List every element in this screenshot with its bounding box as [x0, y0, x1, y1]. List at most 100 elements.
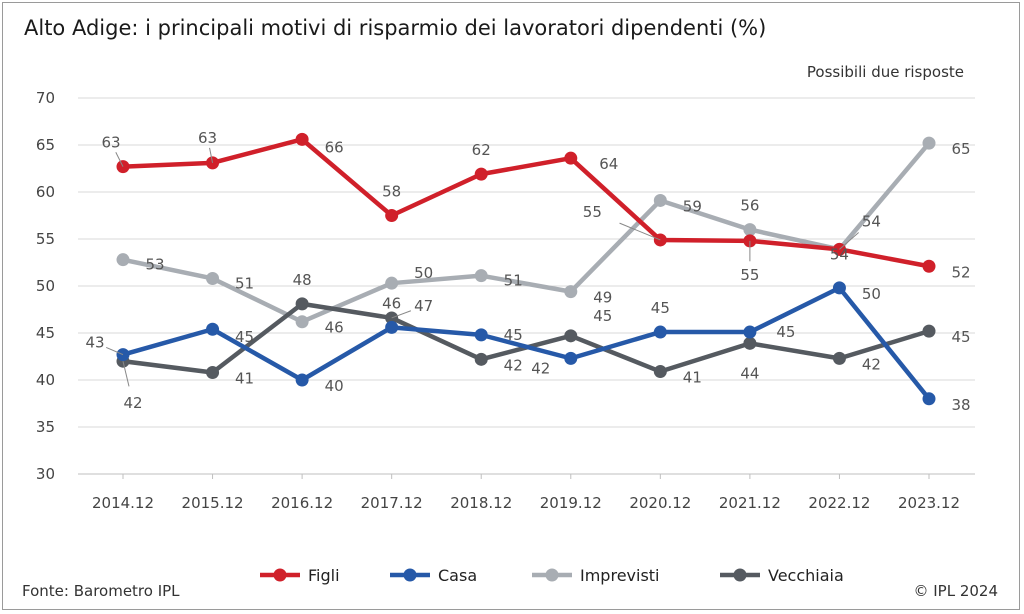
data-point-imprevisti	[743, 223, 757, 237]
data-label-figli: 55	[740, 266, 759, 284]
y-tick-label: 65	[36, 136, 55, 154]
data-label-figli: 63	[101, 134, 120, 152]
data-label-vecchiaia: 44	[740, 364, 759, 382]
data-point-imprevisti	[564, 285, 578, 299]
data-label-figli: 54	[830, 245, 849, 263]
data-point-vecchiaia	[832, 351, 846, 365]
data-label-imprevisti: 49	[593, 289, 612, 307]
data-label-casa: 38	[951, 396, 970, 414]
data-label-casa: 46	[382, 294, 401, 312]
y-tick-label: 70	[36, 89, 55, 107]
series-points	[116, 132, 936, 406]
data-label-figli: 55	[583, 203, 602, 221]
data-label-figli: 66	[325, 138, 344, 156]
data-point-casa	[922, 392, 936, 406]
data-label-vecchiaia: 42	[123, 394, 142, 412]
data-point-figli	[295, 132, 309, 146]
legend-item-casa: Casa	[388, 562, 477, 588]
data-point-casa	[206, 322, 220, 336]
data-label-vecchiaia: 42	[862, 355, 881, 373]
data-label-casa: 50	[862, 285, 881, 303]
data-point-casa	[743, 325, 757, 339]
data-label-figli: 58	[382, 183, 401, 201]
data-point-casa	[653, 325, 667, 339]
legend-swatch	[720, 568, 760, 582]
series-line-figli	[120, 137, 932, 269]
x-tick-label: 2021.12	[719, 494, 781, 512]
x-tick-label: 2019.12	[540, 494, 602, 512]
data-label-casa: 45	[235, 328, 254, 346]
data-label-figli: 52	[951, 263, 970, 281]
data-label-vecchiaia: 41	[683, 369, 702, 387]
data-point-imprevisti	[116, 253, 130, 267]
y-tick-label: 45	[36, 324, 55, 342]
x-tick-label: 2016.12	[271, 494, 333, 512]
data-label-imprevisti: 54	[862, 212, 881, 230]
data-label-vecchiaia: 41	[235, 369, 254, 387]
x-tick-label: 2020.12	[629, 494, 691, 512]
legend-label: Imprevisti	[580, 565, 660, 585]
x-tick-label: 2022.12	[808, 494, 870, 512]
data-label-imprevisti: 51	[235, 274, 254, 292]
y-tick-label: 40	[36, 371, 55, 389]
leader-line	[115, 151, 124, 167]
legend-swatch	[260, 568, 300, 582]
y-tick-label: 35	[36, 418, 55, 436]
data-label-imprevisti: 59	[683, 197, 702, 215]
data-point-casa	[295, 373, 309, 387]
x-tick-label: 2015.12	[182, 494, 244, 512]
data-label-figli: 62	[472, 141, 491, 159]
legend-label: Vecchiaia	[768, 565, 844, 585]
data-point-casa	[564, 351, 578, 365]
chart-subtitle: Possibili due risposte	[806, 63, 964, 81]
data-label-casa: 42	[531, 359, 550, 377]
legend-item-figli: Figli	[258, 562, 340, 588]
data-label-casa: 40	[325, 377, 344, 395]
data-point-imprevisti	[653, 193, 667, 207]
data-labels: 63 63 66 58 62 64 55 55 54 52 43 45 40 46 45 42 45 45 50 38…	[85, 129, 970, 414]
data-label-vecchiaia: 48	[293, 271, 312, 289]
data-point-figli	[564, 151, 578, 165]
data-label-imprevisti: 46	[325, 319, 344, 337]
data-point-casa	[474, 328, 488, 342]
leader-line	[391, 310, 412, 319]
y-tick-label: 50	[36, 277, 55, 295]
data-label-vecchiaia: 42	[504, 356, 523, 374]
data-point-imprevisti	[385, 276, 399, 290]
x-tick-label: 2017.12	[361, 494, 423, 512]
data-label-casa: 45	[651, 299, 670, 317]
leader-line	[619, 222, 661, 241]
y-tick-label: 30	[36, 465, 55, 483]
legend-swatch	[390, 568, 430, 582]
copyright-note: © IPL 2024	[913, 582, 998, 600]
series-lines	[120, 137, 932, 402]
legend: Figli Casa Imprevisti Vecchiaia	[0, 562, 1024, 592]
y-tick-label: 60	[36, 183, 55, 201]
data-point-casa	[832, 281, 846, 295]
legend-label: Casa	[438, 565, 478, 585]
y-axis: 30 35 40 45 50 55 60 65 70	[36, 89, 55, 483]
data-point-imprevisti	[295, 315, 309, 329]
data-label-figli: 64	[599, 155, 618, 173]
data-point-vecchiaia	[564, 329, 578, 343]
data-label-figli: 63	[198, 129, 217, 147]
legend-item-imprevisti: Imprevisti	[530, 562, 660, 588]
data-label-vecchiaia: 47	[414, 297, 433, 315]
data-point-vecchiaia	[743, 336, 757, 350]
legend-swatch	[532, 568, 572, 582]
data-label-imprevisti: 51	[504, 272, 523, 290]
data-point-figli	[385, 209, 399, 222]
chart-title: Alto Adige: i principali motivi di rispa…	[24, 16, 767, 40]
data-label-imprevisti: 56	[740, 197, 759, 215]
data-point-figli	[474, 167, 488, 181]
legend-item-vecchiaia: Vecchiaia	[718, 562, 844, 588]
data-label-casa: 45	[504, 326, 523, 344]
data-point-vecchiaia	[295, 297, 309, 311]
x-tick-label: 2014.12	[92, 494, 154, 512]
y-tick-label: 55	[36, 230, 55, 248]
x-axis: 2014.12 2015.12 2016.12 2017.12 2018.12 2019.…	[78, 473, 975, 512]
data-point-vecchiaia	[653, 365, 667, 379]
leader-line	[209, 147, 214, 163]
